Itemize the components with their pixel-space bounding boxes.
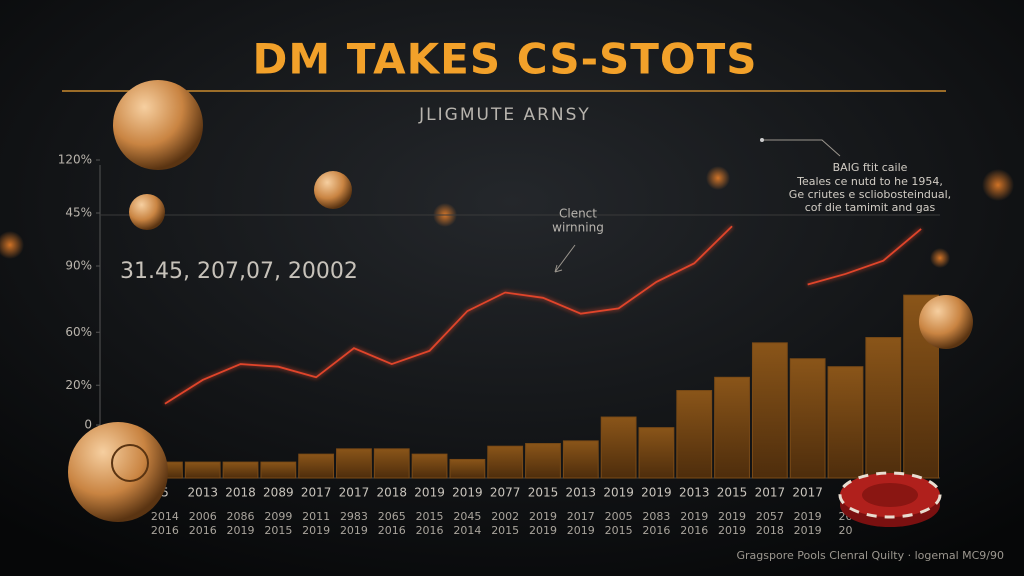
x-sublabel: 2019 <box>529 524 557 537</box>
bar <box>638 427 675 479</box>
x-sublabel: 2018 <box>756 524 784 537</box>
x-sublabel: 2099 <box>264 510 292 523</box>
x-sublabel: 2083 <box>642 510 670 523</box>
y-tick-label: 45% <box>65 206 92 220</box>
x-sublabel: 2016 <box>378 524 406 537</box>
x-sublabel: 2019 <box>529 510 557 523</box>
bar <box>789 358 826 479</box>
x-tick-label: 2017 <box>792 486 823 500</box>
x-tick-label: 2013 <box>679 486 710 500</box>
bar <box>714 376 750 479</box>
x-tick-label: 2015 <box>528 486 559 500</box>
x-sublabel: 2015 <box>491 524 519 537</box>
bar <box>676 390 713 479</box>
x-sublabel: 2019 <box>718 510 746 523</box>
x-tick-label: 2013 <box>187 486 218 500</box>
bar <box>411 453 448 479</box>
x-sublabel: 2016 <box>642 524 670 537</box>
bar <box>260 461 297 479</box>
bar <box>827 366 864 479</box>
x-tick-label: 2019 <box>603 486 634 500</box>
line <box>164 225 922 405</box>
x-sublabel: 2019 <box>794 510 822 523</box>
note: BAIG ftit caile <box>833 161 908 174</box>
bar <box>222 461 259 479</box>
bar <box>562 440 599 479</box>
x-tick-label: 2019 <box>641 486 672 500</box>
x-sublabel: 2983 <box>340 510 368 523</box>
x-sublabel: 2016 <box>189 524 217 537</box>
bar <box>525 443 561 479</box>
note: Ge criutes e scliobosteindual, <box>789 188 951 201</box>
x-sublabel: 2057 <box>756 510 784 523</box>
bar <box>373 448 410 479</box>
x-sublabel: 2015 <box>416 510 444 523</box>
annotation: Clenct <box>559 207 597 221</box>
plot: 120%45%90%60%20%052014201620132006201620… <box>58 153 940 537</box>
bar <box>751 342 788 479</box>
bar <box>865 337 902 479</box>
x-sublabel: 2011 <box>302 510 330 523</box>
x-tick-label: 2017 <box>339 486 370 500</box>
x-sublabel: 2016 <box>416 524 444 537</box>
annotation: wirnning <box>552 221 604 235</box>
x-tick-label: 2019 <box>414 486 445 500</box>
x-sublabel: 2016 <box>151 524 179 537</box>
bar <box>336 448 372 479</box>
x-tick-label: 2018 <box>225 486 256 500</box>
x-tick-label: 2017 <box>755 486 786 500</box>
x-sublabel: 2015 <box>605 524 633 537</box>
x-sublabel: 2019 <box>227 524 255 537</box>
bar <box>449 458 486 479</box>
chart-title: DM TAKES CS-STOTS <box>252 35 757 84</box>
decor-glows <box>0 166 1014 268</box>
note: cof die tamimit and gas <box>805 201 936 214</box>
x-sublabel: 2016 <box>680 524 708 537</box>
y-tick-label: 90% <box>65 259 92 273</box>
chart-subtitle: JLIGMUTE ARNSY <box>418 105 591 125</box>
x-sublabel: 2019 <box>567 524 595 537</box>
x-sublabel: 2019 <box>302 524 330 537</box>
x-tick-label: 2077 <box>490 486 521 500</box>
x-tick-label: 2015 <box>717 486 748 500</box>
bar <box>298 453 335 479</box>
x-sublabel: 2086 <box>227 510 255 523</box>
x-tick-label: 2089 <box>263 486 294 500</box>
y-tick-label: 60% <box>65 325 92 339</box>
x-sublabel: 2005 <box>605 510 633 523</box>
x-sublabel: 2017 <box>567 510 595 523</box>
bar <box>184 461 221 479</box>
x-sublabel: 2019 <box>718 524 746 537</box>
note-leader <box>762 139 841 157</box>
y-tick-label: 20% <box>65 378 92 392</box>
x-sublabel: 20 <box>838 524 852 537</box>
note: Teales ce nutd to he 1954, <box>796 175 943 188</box>
y-tick-label: 120% <box>58 153 92 167</box>
x-tick-label: 5 <box>161 486 169 500</box>
x-tick-label: 2018 <box>376 486 407 500</box>
x-sublabel: 2014 <box>453 524 481 537</box>
note-dot <box>760 138 764 142</box>
x-tick-label: 2013 <box>566 486 597 500</box>
big-label: 31.45, 207,07, 20002 <box>120 259 358 284</box>
x-sublabel: 2006 <box>189 510 217 523</box>
x-sublabel: 2014 <box>151 510 179 523</box>
x-sublabel: 2065 <box>378 510 406 523</box>
x-sublabel: 2019 <box>794 524 822 537</box>
annotation-arrow <box>554 244 576 273</box>
x-sublabel: 2002 <box>491 510 519 523</box>
y-tick-label: 0 <box>84 418 92 432</box>
bar <box>600 416 637 479</box>
x-sublabel: 2015 <box>264 524 292 537</box>
x-sublabel: 2019 <box>340 524 368 537</box>
x-sublabel: 2045 <box>453 510 481 523</box>
x-tick-label: 2019 <box>452 486 483 500</box>
footer: Gragspore Pools Clenral Quilty · logemal… <box>736 549 1004 562</box>
x-tick-label: 2017 <box>301 486 332 500</box>
x-sublabel: 2019 <box>680 510 708 523</box>
decor-balls <box>68 80 973 527</box>
bar <box>487 445 524 479</box>
